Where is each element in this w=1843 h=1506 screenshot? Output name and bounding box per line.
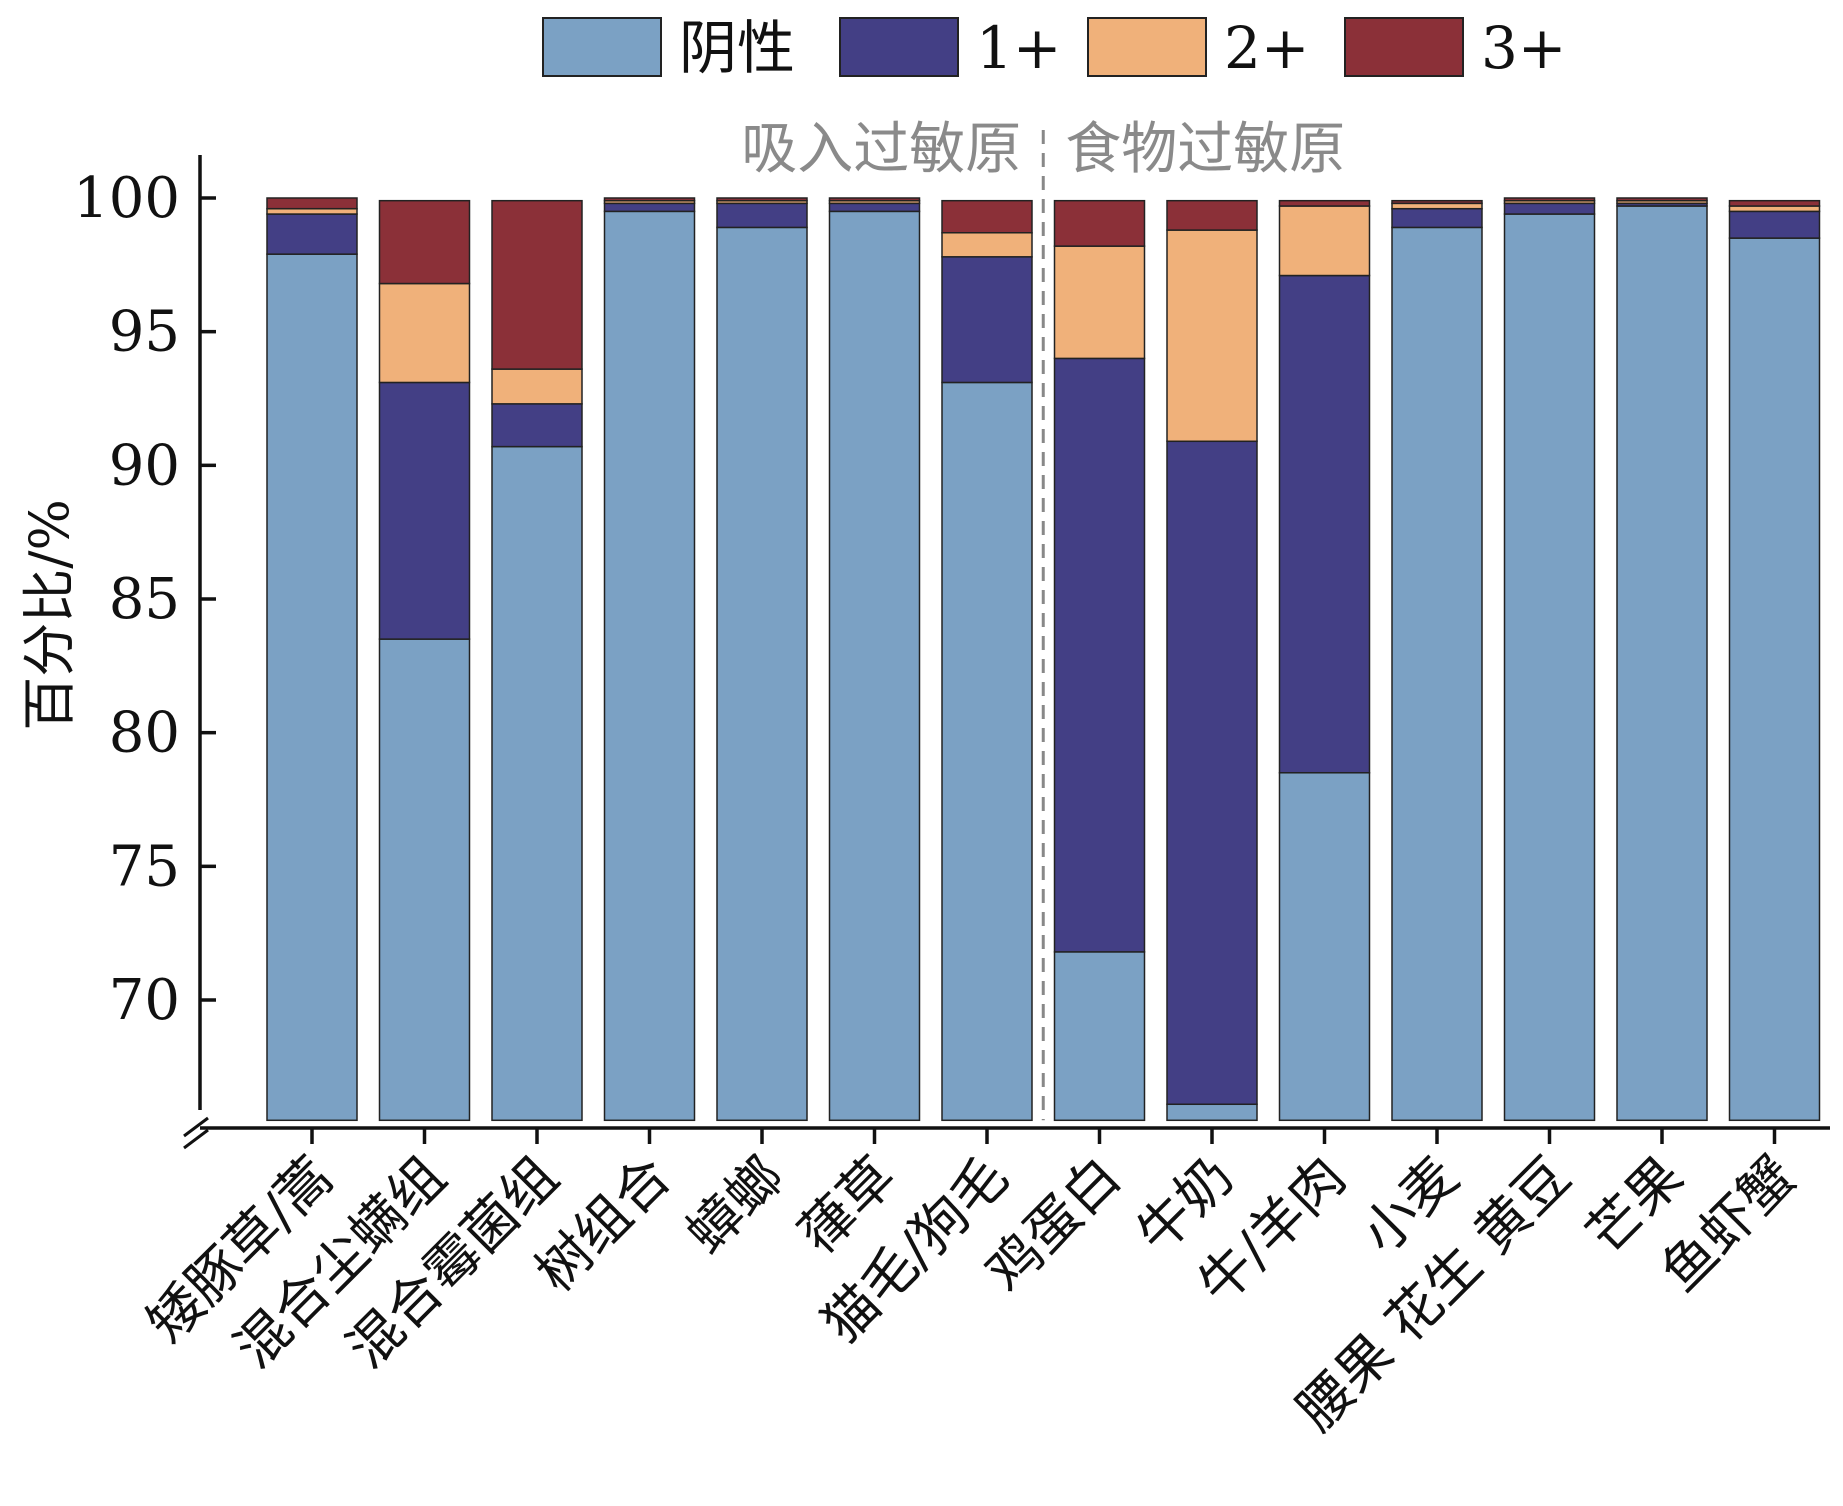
legend-swatch [1344,17,1464,77]
bar-segment-negative [1391,226,1483,1122]
bar-segment-1plus [1053,357,1146,953]
category-label: 蟑螂 [674,1145,795,1266]
bar-stack [1391,199,1483,1122]
bar-segment-1plus [1278,274,1371,774]
group-label-food: 食物过敏原 [1065,117,1345,182]
bar-segment-negative [716,226,808,1122]
bar-segment-3plus [716,197,808,202]
bar-segment-3plus [1166,199,1258,231]
bar-segment-1plus [1391,207,1483,229]
bar-segment-negative [603,210,696,1122]
bar-segment-1plus [828,202,921,213]
y-tick-label: 80 [109,701,180,766]
bar-segment-negative [1728,237,1821,1122]
bar-segment-2plus [266,207,358,215]
bar-segment-3plus [941,199,1033,234]
bar-segment-2plus [941,232,1033,258]
y-tick-label: 85 [109,567,180,632]
bar-stack [1503,197,1596,1122]
group-label-inhalant: 吸入过敏原 [741,117,1021,182]
bar-segment-3plus [1278,199,1371,207]
bar-segment-1plus [603,202,696,213]
bar-segment-3plus [828,197,921,202]
bars [266,197,1821,1122]
legend-item: 阴性 [542,14,795,82]
y-tick-label: 75 [109,834,180,899]
bar-segment-negative [941,381,1033,1122]
bar-stack [1728,199,1821,1122]
bar-stack [1616,197,1708,1122]
bar-stack [603,197,696,1122]
bar-segment-negative [1616,205,1708,1122]
y-tick-label: 95 [109,300,180,365]
y-tick-label: 70 [109,968,180,1033]
bar-segment-3plus [1616,197,1708,202]
bar-segment-negative [1503,213,1596,1122]
bar-segment-1plus [1728,210,1821,239]
bar-segment-2plus [1278,205,1371,277]
bar-segment-3plus [1391,199,1483,205]
bar-segment-1plus [491,403,583,448]
bar-segment-3plus [378,199,471,285]
legend-label: 阴性 [679,14,795,82]
legend-label: 1+ [976,14,1062,82]
bar-segment-2plus [1166,229,1258,443]
bar-segment-negative [1053,951,1146,1122]
legend-swatch [542,17,662,77]
bar-segment-3plus [1503,197,1596,202]
legend-label: 3+ [1481,14,1567,82]
y-tick-label: 90 [109,433,180,498]
bar-segment-1plus [1166,440,1258,1106]
axis-break-mark [183,1116,209,1150]
legend-item: 1+ [839,14,1062,82]
bar-segment-negative [266,253,358,1122]
bar-segment-2plus [378,282,471,384]
bar-stack [378,199,471,1122]
legend-swatch [1087,17,1207,77]
bar-segment-3plus [1728,199,1821,207]
bar-segment-negative [828,210,921,1122]
bar-segment-1plus [716,202,808,229]
bar-stack [828,197,921,1122]
bar-segment-1plus [378,381,471,640]
bar-segment-3plus [603,197,696,202]
bar-stack [941,199,1033,1122]
bar-segment-2plus [1391,202,1483,210]
bar-segment-2plus [1053,245,1146,360]
legend-item: 3+ [1344,14,1567,82]
y-tick-label: 100 [73,166,180,231]
bar-segment-negative [491,445,583,1122]
bar-segment-1plus [1503,202,1596,215]
bar-segment-2plus [491,368,583,405]
bar-segment-negative [1278,772,1371,1122]
legend: 阴性 1+ 2+ 3+ [542,14,1567,82]
bar-stack [1166,199,1258,1122]
bar-segment-3plus [1053,199,1146,247]
axes: 70 75 80 85 90 95 100 百分比/% [18,130,1830,1150]
bar-stack [716,197,808,1122]
bar-stack [491,199,583,1122]
bar-segment-3plus [491,199,583,370]
legend-label: 2+ [1224,14,1310,82]
bar-segment-3plus [266,197,358,210]
group-labels: 吸入过敏原 食物过敏原 [741,117,1345,182]
bar-segment-negative [378,638,471,1122]
bar-stack [266,197,358,1122]
y-axis-label: 百分比/% [18,499,81,731]
legend-swatch [839,17,959,77]
bar-stack [1278,199,1371,1122]
legend-item: 2+ [1087,14,1310,82]
bar-segment-1plus [941,256,1033,384]
bar-segment-negative [1166,1103,1258,1122]
bar-segment-1plus [266,213,358,255]
category-labels: 矮豚草/蒿混合尘螨组混合霉菌组树组合蟑螂葎草猫毛/狗毛鸡蛋白牛奶牛/羊肉小麦腰果… [135,1145,1808,1443]
bar-stack [1053,199,1146,1122]
bar-segment-2plus [1728,205,1821,213]
